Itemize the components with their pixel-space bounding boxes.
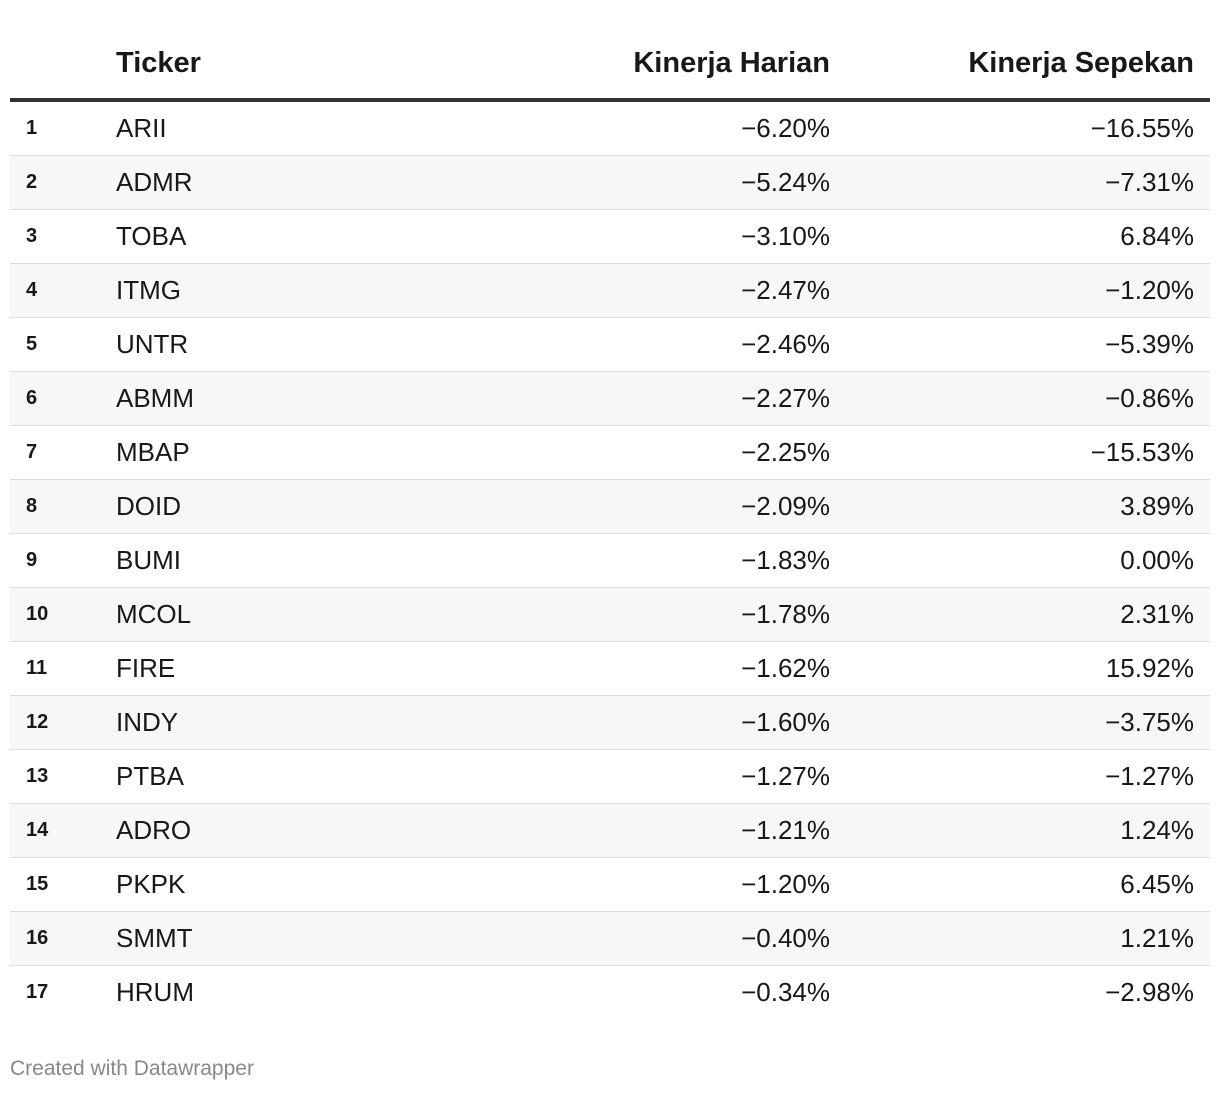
row-weekly-performance: 15.92% [830,641,1210,696]
row-weekly-performance: 6.84% [830,209,1210,264]
row-ticker: ARII [116,100,516,156]
row-weekly-performance: 3.89% [830,479,1210,534]
row-ticker: ABMM [116,371,516,426]
table-row: 16 SMMT −0.40% 1.21% [10,911,1210,966]
table-body: 1 ARII −6.20% −16.55% 2 ADMR −5.24% −7.31% 3 TOBA… [10,100,1210,1019]
row-daily-performance: −2.27% [516,371,830,426]
table-header: Ticker Kinerja Harian Kinerja Sepekan [10,28,1210,102]
table-row: 12 INDY −1.60% −3.75% [10,695,1210,750]
row-weekly-performance: −2.98% [1105,977,1194,1007]
header-ticker: Ticker [116,28,516,102]
row-weekly-performance: −1.20% [830,263,1210,318]
row-rank: 2 [10,155,116,210]
header-row: Ticker Kinerja Harian Kinerja Sepekan [10,28,1210,102]
row-ticker: TOBA [116,209,516,264]
row-weekly-performance: −15.53% [830,425,1210,480]
row-ticker: MCOL [116,587,516,642]
row-rank: 3 [10,209,116,264]
row-weekly-performance: −5.39% [830,317,1210,372]
row-daily-performance: −0.34% [741,977,830,1007]
row-daily-performance: −5.24% [516,155,830,210]
row-rank: 15 [10,857,116,912]
row-ticker: PTBA [116,749,516,804]
row-rank: 5 [10,317,116,372]
table-row: 9 BUMI −1.83% 0.00% [10,533,1210,588]
row-ticker: BUMI [116,533,516,588]
row-rank: 10 [10,587,116,642]
row-weekly-performance: 0.00% [830,533,1210,588]
row-rank: 12 [10,695,116,750]
header-daily-performance: Kinerja Harian [516,28,830,102]
header-weekly-performance: Kinerja Sepekan [830,28,1210,102]
table-row: 10 MCOL −1.78% 2.31% [10,587,1210,642]
row-ticker: ITMG [116,263,516,318]
datawrapper-credit: Created with Datawrapper [10,1057,254,1080]
row-daily-performance: −1.83% [516,533,830,588]
row-weekly-performance: −3.75% [830,695,1210,750]
table-row: 6 ABMM −2.27% −0.86% [10,371,1210,426]
row-ticker: INDY [116,695,516,750]
row-ticker: HRUM [116,977,194,1007]
row-ticker: UNTR [116,317,516,372]
row-rank: 6 [10,371,116,426]
row-weekly-performance: 6.45% [830,857,1210,912]
row-ticker: ADRO [116,803,516,858]
row-ticker: FIRE [116,641,516,696]
row-weekly-performance: −7.31% [830,155,1210,210]
row-rank: 9 [10,533,116,588]
row-daily-performance: −1.60% [516,695,830,750]
header-rank [10,28,116,102]
row-ticker: PKPK [116,857,516,912]
row-daily-performance: −2.46% [516,317,830,372]
table-row: 7 MBAP −2.25% −15.53% [10,425,1210,480]
table-row: 1 ARII −6.20% −16.55% [10,100,1210,156]
table-row: 4 ITMG −2.47% −1.20% [10,263,1210,318]
row-daily-performance: −1.21% [516,803,830,858]
row-rank: 8 [10,479,116,534]
row-daily-performance: −6.20% [516,100,830,156]
row-daily-performance: −1.62% [516,641,830,696]
table-row: 11 FIRE −1.62% 15.92% [10,641,1210,696]
table-row: 8 DOID −2.09% 3.89% [10,479,1210,534]
table-row: 15 PKPK −1.20% 6.45% [10,857,1210,912]
row-rank: 16 [10,911,116,966]
row-daily-performance: −2.25% [516,425,830,480]
row-rank: 13 [10,749,116,804]
row-rank: 1 [10,100,116,156]
row-daily-performance: −0.40% [516,911,830,966]
row-daily-performance: −1.20% [516,857,830,912]
row-daily-performance: −2.09% [516,479,830,534]
row-daily-performance: −1.27% [516,749,830,804]
row-daily-performance: −1.78% [516,587,830,642]
table-row: 5 UNTR −2.46% −5.39% [10,317,1210,372]
row-daily-performance: −2.47% [516,263,830,318]
table-row: 13 PTBA −1.27% −1.27% [10,749,1210,804]
row-rank: 14 [10,803,116,858]
row-rank: 11 [10,641,116,696]
table-row: 17 HRUM −0.34% −2.98% [10,966,1210,1020]
row-weekly-performance: 2.31% [830,587,1210,642]
table-row: 3 TOBA −3.10% 6.84% [10,209,1210,264]
row-weekly-performance: 1.21% [830,911,1210,966]
table-row: 14 ADRO −1.21% 1.24% [10,803,1210,858]
table-row: 2 ADMR −5.24% −7.31% [10,155,1210,210]
row-rank: 17 [26,981,49,1003]
row-weekly-performance: −0.86% [830,371,1210,426]
row-weekly-performance: −1.27% [830,749,1210,804]
row-daily-performance: −3.10% [516,209,830,264]
row-ticker: MBAP [116,425,516,480]
row-ticker: ADMR [116,155,516,210]
row-ticker: DOID [116,479,516,534]
row-ticker: SMMT [116,911,516,966]
row-rank: 4 [10,263,116,318]
row-weekly-performance: −16.55% [830,100,1210,156]
row-rank: 7 [10,425,116,480]
row-weekly-performance: 1.24% [830,803,1210,858]
